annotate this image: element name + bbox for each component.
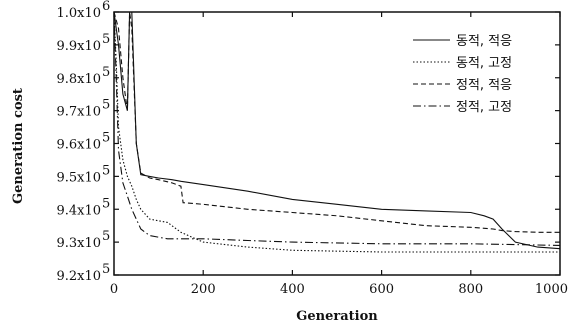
y-tick-exponent: 5 — [102, 229, 110, 244]
y-tick-label: 1.0x10 — [56, 6, 101, 21]
x-tick-label: 400 — [280, 282, 305, 297]
y-tick-label: 9.4x10 — [56, 203, 101, 218]
x-tick-label: 600 — [369, 282, 394, 297]
y-axis: 9.2x10 59.3x10 59.4x10 59.5x10 59.6x10 59.7x1… — [56, 0, 560, 284]
y-tick-label: 9.3x10 — [56, 236, 101, 251]
x-tick-label: 200 — [191, 282, 216, 297]
y-tick-label: 9.5x10 — [56, 170, 101, 185]
y-tick-exponent: 5 — [102, 98, 110, 113]
y-tick-label: 9.6x10 — [56, 138, 101, 153]
y-tick-label: 9.2x10 — [56, 269, 101, 284]
y-tick-label: 9.7x10 — [56, 105, 101, 120]
x-tick-label: 0 — [110, 282, 118, 297]
y-tick-exponent: 5 — [102, 262, 110, 277]
series-line-1 — [113, 11, 561, 250]
y-tick-label: 9.9x10 — [56, 39, 101, 54]
series-line-3 — [113, 11, 560, 233]
legend-label-4: 정적, 고정 — [456, 100, 512, 115]
legend-label-1: 동적, 적응 — [456, 34, 512, 49]
x-axis-title: Generation — [296, 309, 378, 324]
y-tick-exponent: 5 — [102, 163, 110, 178]
plot-frame — [113, 11, 561, 276]
y-tick-exponent: 5 — [102, 32, 110, 47]
series-layer — [113, 11, 561, 253]
y-tick-label: 9.8x10 — [56, 72, 101, 87]
y-tick-exponent: 6 — [102, 0, 110, 14]
x-tick-label: 1000 — [535, 282, 568, 297]
x-tick-label: 800 — [458, 282, 483, 297]
legend-label-3: 정적, 적응 — [456, 78, 512, 93]
y-tick-exponent: 5 — [102, 65, 110, 80]
series-line-4 — [113, 11, 561, 246]
x-axis: 0 200 400 600 800 1000 — [110, 12, 568, 297]
y-tick-exponent: 5 — [102, 131, 110, 146]
y-axis-title: Generation cost — [11, 88, 26, 204]
legend-label-2: 동적, 고정 — [456, 56, 512, 71]
y-tick-exponent: 5 — [102, 196, 110, 211]
